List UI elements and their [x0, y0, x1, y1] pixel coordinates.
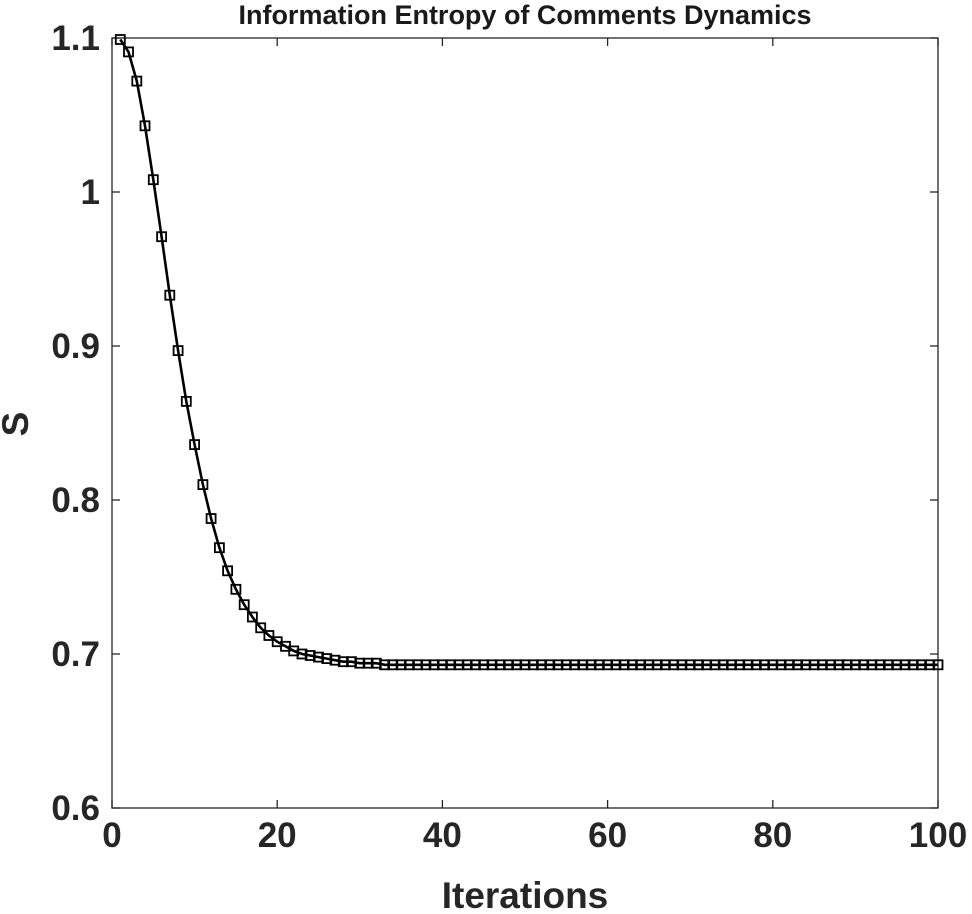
data-point: [932, 659, 944, 671]
data-point: [222, 565, 234, 577]
y-tick-label: 0.8: [51, 481, 100, 520]
data-point: [156, 231, 168, 243]
data-point: [131, 75, 143, 87]
data-point: [180, 395, 192, 407]
y-tick-label: 1: [81, 173, 100, 212]
series-layer: [114, 34, 944, 671]
y-axis: 0.6 0.7 0.8 0.9 1 1.1: [51, 19, 938, 828]
data-point: [123, 46, 134, 58]
y-tick-label: 0.6: [51, 789, 100, 828]
x-tick-label: 0: [102, 816, 121, 855]
plot-frame: [111, 37, 939, 809]
data-point: [255, 622, 267, 634]
y-tick-label: 0.7: [51, 635, 100, 674]
data-point: [189, 439, 201, 451]
data-point: [238, 599, 250, 611]
plot-area: [111, 37, 939, 809]
y-tick-label: 0.9: [51, 327, 100, 366]
x-tick-label: 40: [423, 816, 462, 855]
data-point: [164, 289, 176, 301]
data-point: [114, 34, 126, 45]
data-point: [147, 174, 159, 186]
data-point: [139, 120, 151, 132]
x-tick-label: 80: [753, 816, 792, 855]
data-point: [197, 479, 209, 491]
x-axis: 0 20 40 60 80 100: [102, 38, 967, 855]
y-tick-label: 1.1: [51, 19, 100, 58]
data-point: [213, 542, 225, 554]
data-point: [246, 611, 258, 623]
x-axis-label: Iterations: [442, 875, 609, 914]
x-tick-label: 60: [588, 816, 627, 855]
series-line: [119, 38, 938, 667]
data-point: [205, 513, 217, 524]
y-axis-label: S: [0, 412, 36, 437]
chart-title: Information Entropy of Comments Dynamics: [238, 0, 811, 30]
x-tick-label: 100: [909, 816, 967, 855]
data-point: [172, 345, 184, 357]
data-point: [263, 630, 275, 641]
x-tick-label: 20: [258, 816, 297, 855]
data-point: [230, 583, 242, 595]
